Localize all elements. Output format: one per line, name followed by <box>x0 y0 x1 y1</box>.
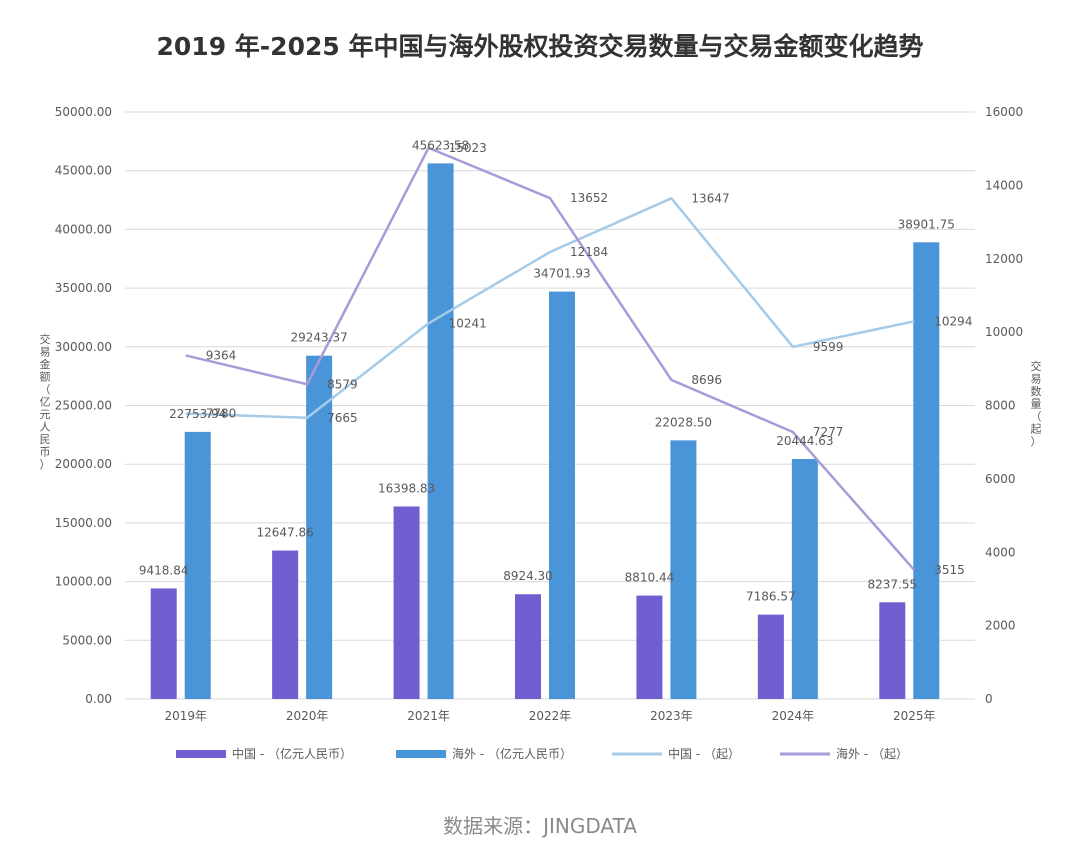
bar-data-label: 12647.86 <box>257 526 314 540</box>
bar <box>636 595 663 699</box>
bar-data-label: 16398.83 <box>378 481 435 495</box>
line-data-label: 7780 <box>206 407 237 421</box>
line-data-label: 8579 <box>327 377 358 391</box>
bars-layer <box>150 163 940 700</box>
bar-data-label: 9418.84 <box>139 563 189 577</box>
bar <box>879 602 906 699</box>
bar-data-label: 38901.75 <box>898 217 955 231</box>
x-tick-label: 2023年 <box>650 709 693 723</box>
line-data-label: 12184 <box>570 245 608 259</box>
line-data-label: 13647 <box>691 191 729 205</box>
x-tick-label: 2020年 <box>286 709 329 723</box>
left-tick-label: 10000.00 <box>55 575 112 589</box>
right-tick-label: 8000 <box>985 399 1016 413</box>
right-tick-label: 12000 <box>985 252 1023 266</box>
left-tick-label: 5000.00 <box>62 633 112 647</box>
left-tick-label: 45000.00 <box>55 164 112 178</box>
bar <box>393 506 420 699</box>
bar <box>549 291 575 699</box>
bar-data-label: 22028.50 <box>655 415 712 429</box>
bar-data-label: 8810.44 <box>625 571 675 585</box>
left-axis-ticks: 0.00 5000.00 10000.00 15000.00 20000.00 25000… <box>55 105 112 706</box>
data-labels-layer: 9418.84 12647.86 16398.83 8924.30 8810.44 718… <box>139 138 973 603</box>
right-tick-label: 16000 <box>985 105 1023 119</box>
line-data-label: 9599 <box>813 340 844 354</box>
legend: 中国 - （亿元人民币） 海外 - （亿元人民币） 中国 - （起） 海外 - （起） <box>176 746 908 761</box>
legend-label[interactable]: 中国 - （亿元人民币） <box>232 746 352 761</box>
line-data-label: 7665 <box>327 411 358 425</box>
bar <box>306 355 333 699</box>
legend-swatch <box>396 750 446 758</box>
bar <box>515 594 541 699</box>
line-data-label: 3515 <box>934 563 965 577</box>
legend-swatch <box>176 750 226 758</box>
line-data-label: 10241 <box>449 316 487 330</box>
left-tick-label: 50000.00 <box>55 105 112 119</box>
bar <box>913 242 940 699</box>
right-tick-label: 6000 <box>985 472 1016 486</box>
line-data-label: 15023 <box>449 141 487 155</box>
bar <box>150 588 177 699</box>
x-tick-label: 2019年 <box>164 709 207 723</box>
right-axis-label: 交易数量（起） <box>1031 359 1042 448</box>
x-tick-label: 2021年 <box>407 709 450 723</box>
left-tick-label: 25000.00 <box>55 399 112 413</box>
line-data-label: 10294 <box>934 314 972 328</box>
left-axis-label: 交易金额（亿元人民币） <box>40 332 51 471</box>
left-tick-label: 15000.00 <box>55 516 112 530</box>
x-tick-label: 2025年 <box>893 709 936 723</box>
series-line <box>185 197 915 420</box>
bar-data-label: 29243.37 <box>291 331 348 345</box>
bar <box>184 431 211 699</box>
x-tick-label: 2022年 <box>529 709 572 723</box>
left-tick-label: 0.00 <box>85 692 112 706</box>
left-tick-label: 40000.00 <box>55 222 112 236</box>
legend-label[interactable]: 海外 - （起） <box>836 746 908 761</box>
x-tick-label: 2024年 <box>772 709 815 723</box>
right-tick-label: 0 <box>985 692 993 706</box>
series-line <box>185 146 916 571</box>
right-tick-label: 4000 <box>985 545 1016 559</box>
bar-data-label: 22753.94 <box>169 407 226 421</box>
left-axis-title: 交易金额（亿元人民币） <box>40 332 51 471</box>
bar-data-label: 45623.58 <box>412 138 469 152</box>
bar-data-label: 7186.57 <box>746 590 796 604</box>
bar-data-label: 20444.63 <box>776 434 833 448</box>
right-axis-title: 交易数量（起） <box>1031 359 1042 448</box>
lines-layer <box>185 146 916 571</box>
chart-title: 2019 年-2025 年中国与海外股权投资交易数量与交易金额变化趋势 <box>157 32 924 61</box>
line-data-label: 7277 <box>813 425 844 439</box>
legend-label[interactable]: 中国 - （起） <box>668 746 740 761</box>
source-note: 数据来源：JINGDATA <box>443 814 637 838</box>
bar <box>427 163 454 700</box>
x-axis-ticks: 2019年 2020年 2021年 2022年 2023年 2024年 2025年 <box>164 709 935 723</box>
line-data-label: 8696 <box>691 373 722 387</box>
bar <box>272 550 299 699</box>
legend-label[interactable]: 海外 - （亿元人民币） <box>452 746 572 761</box>
left-tick-label: 30000.00 <box>55 340 112 354</box>
left-tick-label: 35000.00 <box>55 281 112 295</box>
line-data-label: 13652 <box>570 191 608 205</box>
line-data-label: 9364 <box>206 348 237 362</box>
bar <box>670 440 697 699</box>
right-tick-label: 2000 <box>985 619 1016 633</box>
bar-data-label: 34701.93 <box>533 267 590 281</box>
bar <box>791 458 818 699</box>
left-tick-label: 20000.00 <box>55 457 112 471</box>
right-tick-label: 10000 <box>985 325 1023 339</box>
right-tick-label: 14000 <box>985 178 1023 192</box>
bar <box>757 614 784 699</box>
bar-data-label: 8924.30 <box>503 569 553 583</box>
bar-data-label: 8237.55 <box>867 577 917 591</box>
right-axis-ticks: 0 2000 4000 6000 8000 10000 12000 14000 16000 <box>985 105 1023 706</box>
